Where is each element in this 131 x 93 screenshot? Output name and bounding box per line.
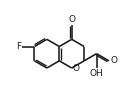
Text: F: F <box>16 42 21 51</box>
Text: O: O <box>68 15 75 24</box>
Text: O: O <box>73 64 80 73</box>
Text: OH: OH <box>90 69 103 78</box>
Text: O: O <box>110 56 117 65</box>
